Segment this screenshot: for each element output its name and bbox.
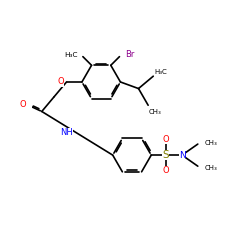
Text: O: O	[163, 135, 169, 144]
Text: O: O	[57, 78, 64, 86]
Text: CH₃: CH₃	[205, 140, 218, 145]
Text: Br: Br	[125, 50, 134, 59]
Text: CH₃: CH₃	[205, 165, 218, 171]
Text: S: S	[162, 150, 169, 160]
Text: H₃C: H₃C	[154, 69, 167, 75]
Text: N: N	[179, 150, 186, 160]
Text: CH₃: CH₃	[149, 109, 162, 115]
Text: NH: NH	[60, 128, 72, 137]
Text: O: O	[163, 166, 169, 175]
Text: H₃C: H₃C	[64, 52, 78, 58]
Text: O: O	[19, 100, 26, 109]
